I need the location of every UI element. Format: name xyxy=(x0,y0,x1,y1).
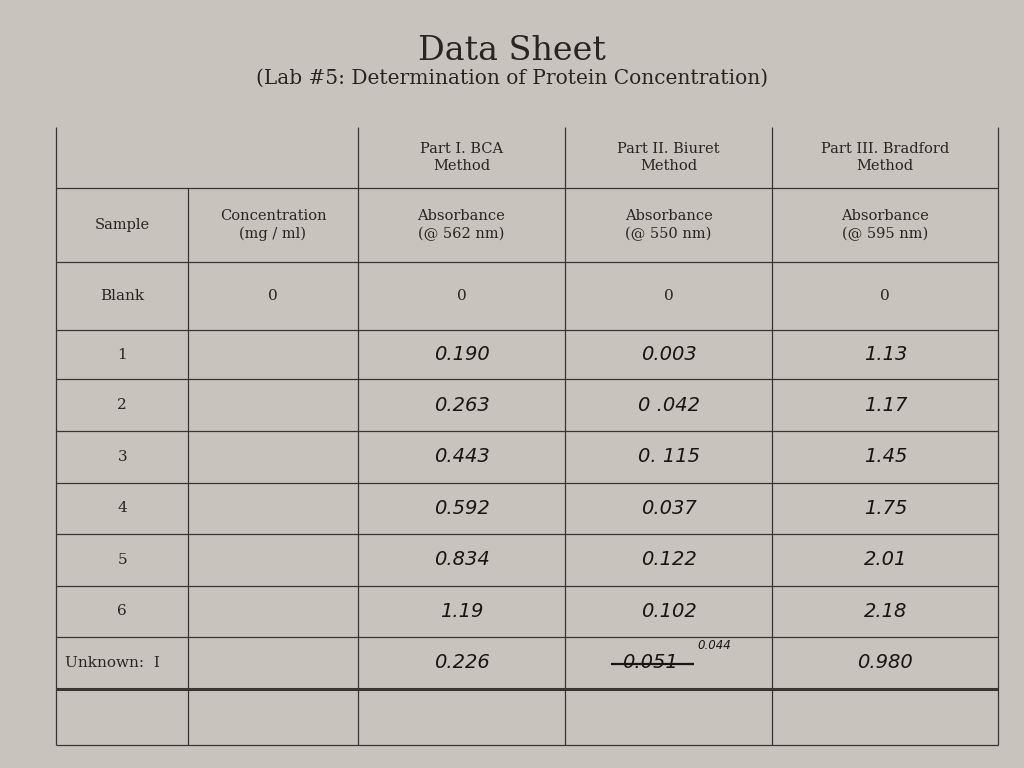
Text: 3: 3 xyxy=(118,450,127,464)
Text: 1.17: 1.17 xyxy=(863,396,907,415)
Text: 2: 2 xyxy=(118,399,127,412)
Text: (Lab #5: Determination of Protein Concentration): (Lab #5: Determination of Protein Concen… xyxy=(256,69,768,88)
Text: 1: 1 xyxy=(118,348,127,362)
Text: 0.051: 0.051 xyxy=(623,654,678,672)
Text: 2.01: 2.01 xyxy=(863,550,907,569)
Text: 5: 5 xyxy=(118,553,127,567)
Text: 0: 0 xyxy=(881,289,890,303)
Text: Part III. Bradford
Method: Part III. Bradford Method xyxy=(821,142,949,173)
Text: 0: 0 xyxy=(457,289,466,303)
Text: Concentration
(mg / ml): Concentration (mg / ml) xyxy=(220,209,327,241)
Text: 0.122: 0.122 xyxy=(641,550,696,569)
Text: 1.13: 1.13 xyxy=(863,346,907,365)
Text: Part I. BCA
Method: Part I. BCA Method xyxy=(420,142,503,173)
Text: 1.45: 1.45 xyxy=(863,447,907,466)
Text: 0.102: 0.102 xyxy=(641,602,696,621)
Text: Absorbance
(@ 562 nm): Absorbance (@ 562 nm) xyxy=(418,209,505,241)
Text: 2.18: 2.18 xyxy=(863,602,907,621)
Text: 1.75: 1.75 xyxy=(863,498,907,518)
Text: 4: 4 xyxy=(118,502,127,515)
Text: 1.19: 1.19 xyxy=(439,602,483,621)
Text: 6: 6 xyxy=(118,604,127,618)
Text: 0.190: 0.190 xyxy=(433,346,489,365)
Text: 0.226: 0.226 xyxy=(433,654,489,672)
Text: 0.003: 0.003 xyxy=(641,346,696,365)
Text: 0.263: 0.263 xyxy=(433,396,489,415)
Text: 0.044: 0.044 xyxy=(697,640,731,652)
Text: 0.592: 0.592 xyxy=(433,498,489,518)
Text: Unknown:  I: Unknown: I xyxy=(65,656,160,670)
Text: 0 .042: 0 .042 xyxy=(638,396,699,415)
Text: 0: 0 xyxy=(268,289,278,303)
Text: 0.037: 0.037 xyxy=(641,498,696,518)
Text: 0. 115: 0. 115 xyxy=(638,447,699,466)
Text: 0.443: 0.443 xyxy=(433,447,489,466)
Text: Absorbance
(@ 595 nm): Absorbance (@ 595 nm) xyxy=(842,209,929,241)
Text: Absorbance
(@ 550 nm): Absorbance (@ 550 nm) xyxy=(625,209,713,241)
Text: Blank: Blank xyxy=(100,289,144,303)
Text: Part II. Biuret
Method: Part II. Biuret Method xyxy=(617,142,720,173)
Text: 0.834: 0.834 xyxy=(433,550,489,569)
Text: 0: 0 xyxy=(664,289,674,303)
Text: Data Sheet: Data Sheet xyxy=(418,35,606,67)
Text: Sample: Sample xyxy=(94,218,150,232)
Text: 0.980: 0.980 xyxy=(857,654,913,672)
